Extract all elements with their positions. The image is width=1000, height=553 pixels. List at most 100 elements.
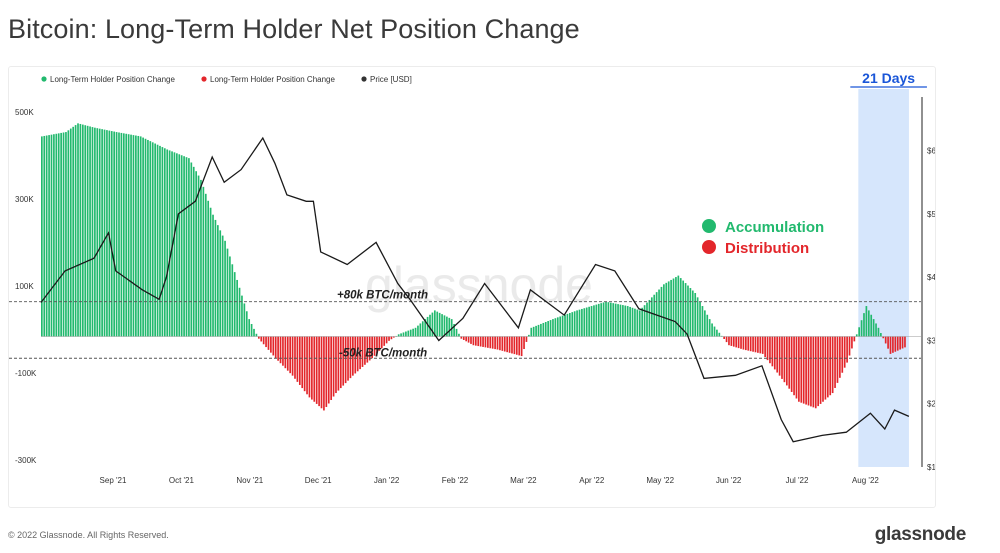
position-bar — [793, 336, 795, 396]
position-bar — [802, 336, 805, 404]
position-bar — [561, 315, 564, 337]
position-bar — [139, 136, 142, 337]
position-bar — [98, 128, 101, 337]
position-bar — [106, 130, 108, 337]
position-bar — [342, 336, 345, 386]
position-bar — [77, 123, 79, 337]
position-bar — [204, 193, 207, 337]
position-bar — [607, 302, 610, 337]
position-bar — [91, 127, 94, 337]
position-bar — [397, 334, 400, 337]
position-bar — [805, 336, 807, 405]
position-bar — [274, 336, 277, 359]
position-bar — [137, 135, 140, 337]
position-bar — [711, 323, 713, 337]
position-bar — [785, 336, 788, 386]
position-bar — [185, 157, 188, 337]
position-bar — [520, 336, 523, 357]
position-bar — [120, 132, 123, 337]
position-bar — [896, 336, 899, 351]
position-bar — [243, 303, 246, 337]
footer-brand-logo: glassnode — [874, 524, 967, 545]
x-tick-label: Sep '21 — [100, 476, 127, 485]
position-bar — [559, 316, 562, 337]
position-bar — [347, 336, 349, 381]
position-bar — [50, 134, 53, 337]
position-bar — [327, 336, 330, 404]
position-bar — [192, 166, 195, 337]
position-bar — [713, 326, 716, 337]
position-bar — [571, 312, 574, 337]
position-bar — [677, 275, 680, 337]
y-right-tick-label: $45k — [927, 273, 935, 282]
position-bar — [380, 336, 383, 349]
chart-area: 21 Days glassnode Sep '21 Oct '21 Nov '21 D… — [8, 66, 936, 508]
position-bar — [214, 219, 217, 337]
y-right-tick-label: $25k — [927, 400, 935, 409]
position-bar — [94, 127, 96, 337]
position-bar — [846, 336, 848, 363]
position-bar — [366, 336, 369, 363]
position-bar — [474, 336, 477, 346]
position-bar — [708, 319, 711, 337]
position-bar — [289, 336, 292, 374]
position-bar — [569, 313, 571, 337]
position-bar — [798, 336, 800, 402]
position-bar — [202, 186, 205, 337]
position-bar — [660, 286, 663, 337]
position-bar — [393, 336, 395, 338]
position-bar — [882, 336, 885, 339]
threshold-lines: +80k BTC/month -50k BTC/month — [9, 290, 921, 359]
position-bar — [320, 336, 323, 409]
position-bar — [460, 336, 463, 339]
position-bar — [431, 312, 434, 337]
position-bar — [48, 135, 50, 337]
position-bar — [424, 319, 427, 337]
legend-marker — [41, 76, 47, 82]
x-tick-label: Feb '22 — [442, 476, 469, 485]
position-bar — [248, 319, 251, 337]
price-line — [40, 136, 910, 443]
position-bar — [385, 336, 388, 344]
position-bar — [764, 336, 766, 358]
position-bar — [501, 336, 504, 351]
position-bar — [650, 297, 653, 337]
axis-ticks: Sep '21 Oct '21 Nov '21 Dec '21 Jan '22 Feb '… — [15, 108, 935, 485]
position-bar — [773, 336, 776, 370]
position-bar — [853, 336, 856, 342]
position-bar — [530, 327, 533, 337]
position-bar — [576, 310, 578, 337]
position-bar — [388, 336, 390, 341]
position-bar — [390, 336, 393, 340]
position-bar — [892, 336, 894, 353]
position-bar — [132, 135, 135, 337]
position-bar — [542, 322, 545, 337]
position-bar — [373, 336, 376, 356]
position-bar — [113, 131, 116, 337]
position-bar — [41, 136, 43, 337]
position-bar — [663, 284, 665, 337]
position-bar — [255, 333, 258, 337]
position-bar — [899, 336, 901, 350]
position-bar — [405, 331, 407, 337]
position-bar — [84, 125, 87, 337]
legend: Long-Term Holder Position Change Long-Ter… — [41, 75, 412, 84]
position-bar — [544, 322, 547, 337]
highlight-label: 21 Days — [862, 70, 915, 86]
position-bar — [446, 316, 448, 337]
position-bar — [528, 334, 530, 337]
position-bar — [361, 336, 364, 367]
position-bar — [578, 309, 581, 337]
y-left-tick-label: 300K — [15, 195, 34, 204]
position-bar — [79, 123, 82, 337]
position-bar — [728, 336, 730, 346]
position-bar — [166, 149, 169, 337]
position-bar — [298, 336, 301, 385]
position-bar — [306, 336, 308, 395]
position-bar — [540, 323, 542, 337]
position-bar — [323, 336, 325, 411]
position-bar — [759, 336, 762, 354]
position-bar — [183, 156, 185, 337]
position-bar — [127, 134, 130, 337]
position-bar — [296, 336, 299, 382]
